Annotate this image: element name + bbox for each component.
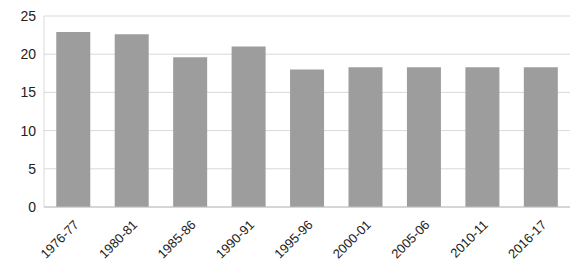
svg-text:2000-01: 2000-01 — [330, 217, 374, 261]
svg-text:1985-86: 1985-86 — [154, 217, 198, 261]
svg-text:0: 0 — [28, 199, 36, 215]
svg-text:10: 10 — [20, 123, 36, 139]
svg-text:5: 5 — [28, 161, 36, 177]
svg-text:1990-91: 1990-91 — [213, 217, 257, 261]
svg-text:1995-96: 1995-96 — [271, 217, 315, 261]
svg-text:20: 20 — [20, 46, 36, 62]
svg-text:2005-06: 2005-06 — [388, 217, 432, 261]
svg-text:2016-17: 2016-17 — [505, 217, 549, 261]
svg-text:2010-11: 2010-11 — [447, 217, 491, 261]
svg-text:25: 25 — [20, 8, 36, 24]
svg-text:15: 15 — [20, 84, 36, 100]
svg-text:1980-81: 1980-81 — [96, 217, 140, 261]
svg-text:1976-77: 1976-77 — [38, 217, 82, 261]
